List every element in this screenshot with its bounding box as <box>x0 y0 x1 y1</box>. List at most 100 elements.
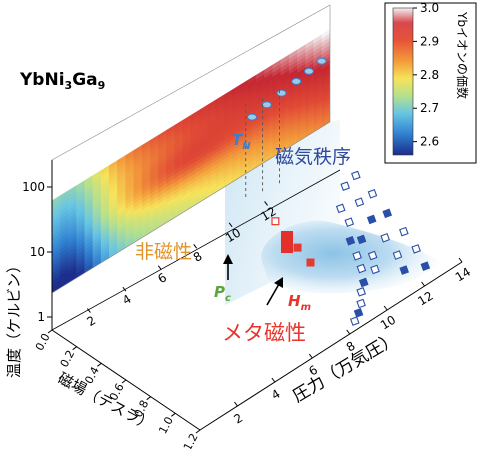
marks-group <box>245 57 431 326</box>
colorbar-gradient <box>392 7 414 156</box>
phase-boundary-point <box>380 233 390 243</box>
compound-base: YbNi <box>19 70 65 90</box>
metamagnetic-point <box>271 217 280 226</box>
metamagnetic-point <box>293 243 302 252</box>
back-pressure-tick <box>122 286 127 292</box>
phase-boundary-point <box>399 265 410 275</box>
phase-boundary-point <box>411 244 421 254</box>
tn-point <box>261 101 272 109</box>
hm-sub: m <box>301 302 311 313</box>
phase-boundary-point <box>356 263 367 274</box>
heatmap-cell <box>321 33 330 43</box>
temperature-tick-label: 10 <box>30 245 45 259</box>
wall-base-line <box>51 169 341 331</box>
pc-main: P <box>214 283 225 301</box>
field-tick <box>47 329 53 334</box>
pressure-tick-label: 14 <box>453 265 473 285</box>
field-tick <box>195 429 201 434</box>
phase-boundary-point <box>370 264 380 275</box>
tn-point <box>247 113 258 121</box>
phase-boundary-point <box>366 214 377 225</box>
nonmagnetic-label: 非磁性 <box>135 241 192 263</box>
phase-boundary-point <box>399 226 409 237</box>
neel-temperature-label: TN <box>232 131 251 152</box>
phase-boundary-point <box>356 234 367 245</box>
pressure-tick-label: 12 <box>415 289 435 309</box>
heatmap-cell <box>321 105 330 115</box>
pressure-tick-label: 10 <box>378 313 398 333</box>
temperature-axis-title: 温度（ケルビン） <box>5 258 23 378</box>
colorbar-tick-label: 2.7 <box>420 101 439 115</box>
back-pressure-tick <box>87 308 91 313</box>
phase-boundary-point <box>349 316 360 326</box>
compound-mid: Ga <box>72 70 97 90</box>
heatmap-cell <box>321 109 330 119</box>
critical-pressure-label: Pc <box>214 283 231 304</box>
field-tick-label: 0.2 <box>58 348 78 370</box>
field-tick <box>146 396 151 401</box>
compound-sub-2: 9 <box>98 79 106 92</box>
back-pressure-tick-label: 10 <box>223 225 243 245</box>
pc-arrow-head <box>223 254 233 264</box>
pressure-tick <box>271 377 276 383</box>
tn-point <box>316 57 327 65</box>
phase-boundary-point <box>353 308 364 318</box>
heatmap-cell <box>321 40 330 51</box>
phase-boundary-point <box>367 250 378 261</box>
colorbar-label: Ybイオンの価数 <box>455 11 470 99</box>
phase-boundary-point <box>345 235 356 246</box>
phase-boundary-point <box>354 197 365 207</box>
field-tick <box>121 379 127 384</box>
back-pressure-tick <box>193 243 198 249</box>
tn-point <box>303 67 314 75</box>
colorbar-tick-label: 2.6 <box>420 135 439 149</box>
compound-label: YbNi3Ga9 <box>19 70 105 92</box>
back-pressure-tick <box>228 222 233 228</box>
heatmap-cell <box>321 67 330 77</box>
phase-boundary-point <box>335 203 346 214</box>
colorbar-ticks: 3.0 2.9 2.8 2.7 2.6 <box>413 1 439 149</box>
tn-sub: N <box>242 141 251 152</box>
field-tick-label: 1.0 <box>156 415 176 437</box>
heatmap-cell <box>321 93 330 104</box>
heatmap-cell <box>321 116 330 127</box>
pressure-tick <box>458 257 463 263</box>
heatmap-cell <box>321 113 330 123</box>
heatmap-cell <box>321 63 330 74</box>
hm-arrow <box>266 283 280 306</box>
pressure-tick <box>346 329 351 335</box>
heatmap-cell <box>321 44 330 55</box>
heatmap-cell <box>321 97 330 108</box>
phase-boundary-point <box>392 250 403 260</box>
metamagnetic-field-label: Hm <box>288 292 311 313</box>
phase-boundary-point <box>420 261 431 271</box>
phase-boundary-point <box>352 251 362 261</box>
metamagnetic-bar <box>281 231 293 253</box>
phase-boundary-point <box>340 181 351 191</box>
heatmap-cell <box>321 29 330 39</box>
field-tick <box>72 346 77 351</box>
pressure-tick-label: 4 <box>269 387 283 403</box>
heatmap-cell <box>321 78 330 89</box>
phase-boundary-point <box>356 298 366 309</box>
back-pressure-tick <box>157 265 162 271</box>
temperature-tick-label: 100 <box>22 180 45 194</box>
pc-sub: c <box>225 293 231 304</box>
pressure-tick-label: 2 <box>231 411 245 427</box>
heatmap-cell <box>321 36 330 47</box>
hm-arrow-head <box>274 277 283 288</box>
heatmap-cell <box>321 59 330 70</box>
metamagnetic-point <box>306 258 315 267</box>
pressure-axis-line <box>199 261 463 431</box>
heatmap-cell <box>321 71 330 81</box>
temperature-tick-label: 1 <box>37 310 45 324</box>
colorbar-tick-label: 2.8 <box>420 68 439 82</box>
heatmap-cell <box>321 101 330 112</box>
phase-boundary-point <box>367 188 378 199</box>
pressure-tick <box>421 281 425 287</box>
phase-boundary-point <box>356 287 367 297</box>
heatmap-cell <box>321 86 330 96</box>
pressure-tick <box>234 401 238 407</box>
